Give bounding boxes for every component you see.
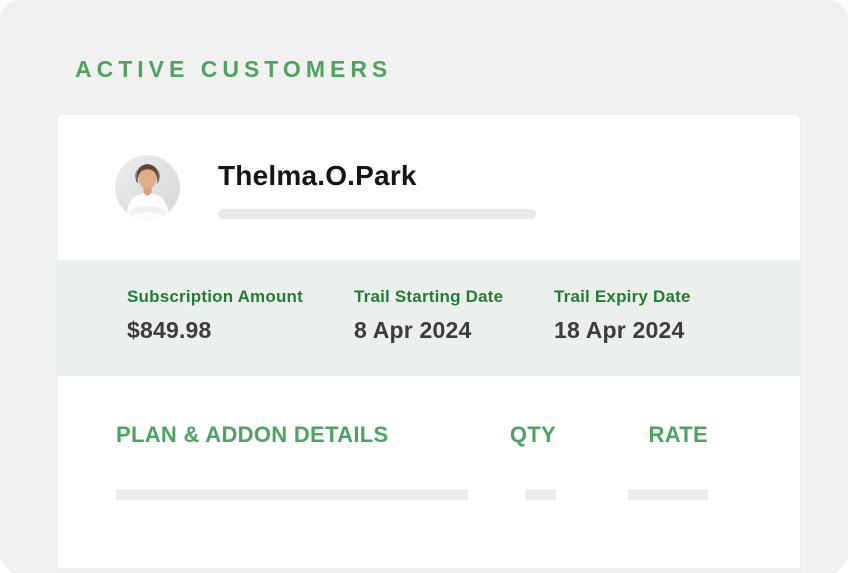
trail-expiry-date-field: Trail Expiry Date 18 Apr 2024 bbox=[554, 287, 691, 376]
rate-row-placeholder bbox=[628, 489, 708, 500]
plan-row-placeholder bbox=[116, 489, 468, 500]
customer-info: Thelma.O.Park bbox=[218, 162, 536, 219]
trail-starting-date-field: Trail Starting Date 8 Apr 2024 bbox=[354, 287, 554, 376]
customer-subtitle-placeholder bbox=[218, 209, 536, 219]
field-label: Trail Expiry Date bbox=[554, 287, 691, 306]
field-label: Trail Starting Date bbox=[354, 287, 504, 306]
field-value: 18 Apr 2024 bbox=[554, 317, 685, 343]
field-label: Subscription Amount bbox=[127, 287, 303, 306]
avatar-photo-icon bbox=[115, 155, 180, 220]
customer-card: Thelma.O.Park Subscription Amount $849.9… bbox=[57, 115, 800, 573]
customer-header-row: Thelma.O.Park bbox=[57, 115, 800, 260]
page-title: ACTIVE CUSTOMERS bbox=[75, 56, 393, 82]
subscription-amount-field: Subscription Amount $849.98 bbox=[127, 287, 354, 376]
subscription-summary-band: Subscription Amount $849.98 Trail Starti… bbox=[57, 260, 800, 376]
column-header-qty: QTY bbox=[509, 422, 556, 447]
customer-avatar bbox=[115, 155, 180, 220]
customer-name: Thelma.O.Park bbox=[218, 160, 417, 191]
qty-row-placeholder bbox=[525, 489, 556, 500]
next-section-strip bbox=[57, 568, 800, 573]
field-value: $849.98 bbox=[127, 317, 212, 343]
column-header-plan-addon-details: PLAN & ADDON DETAILS bbox=[116, 422, 389, 447]
field-value: 8 Apr 2024 bbox=[354, 317, 472, 343]
plan-addon-details-table: PLAN & ADDON DETAILS QTY RATE bbox=[57, 376, 800, 568]
column-header-rate: RATE bbox=[648, 422, 708, 447]
